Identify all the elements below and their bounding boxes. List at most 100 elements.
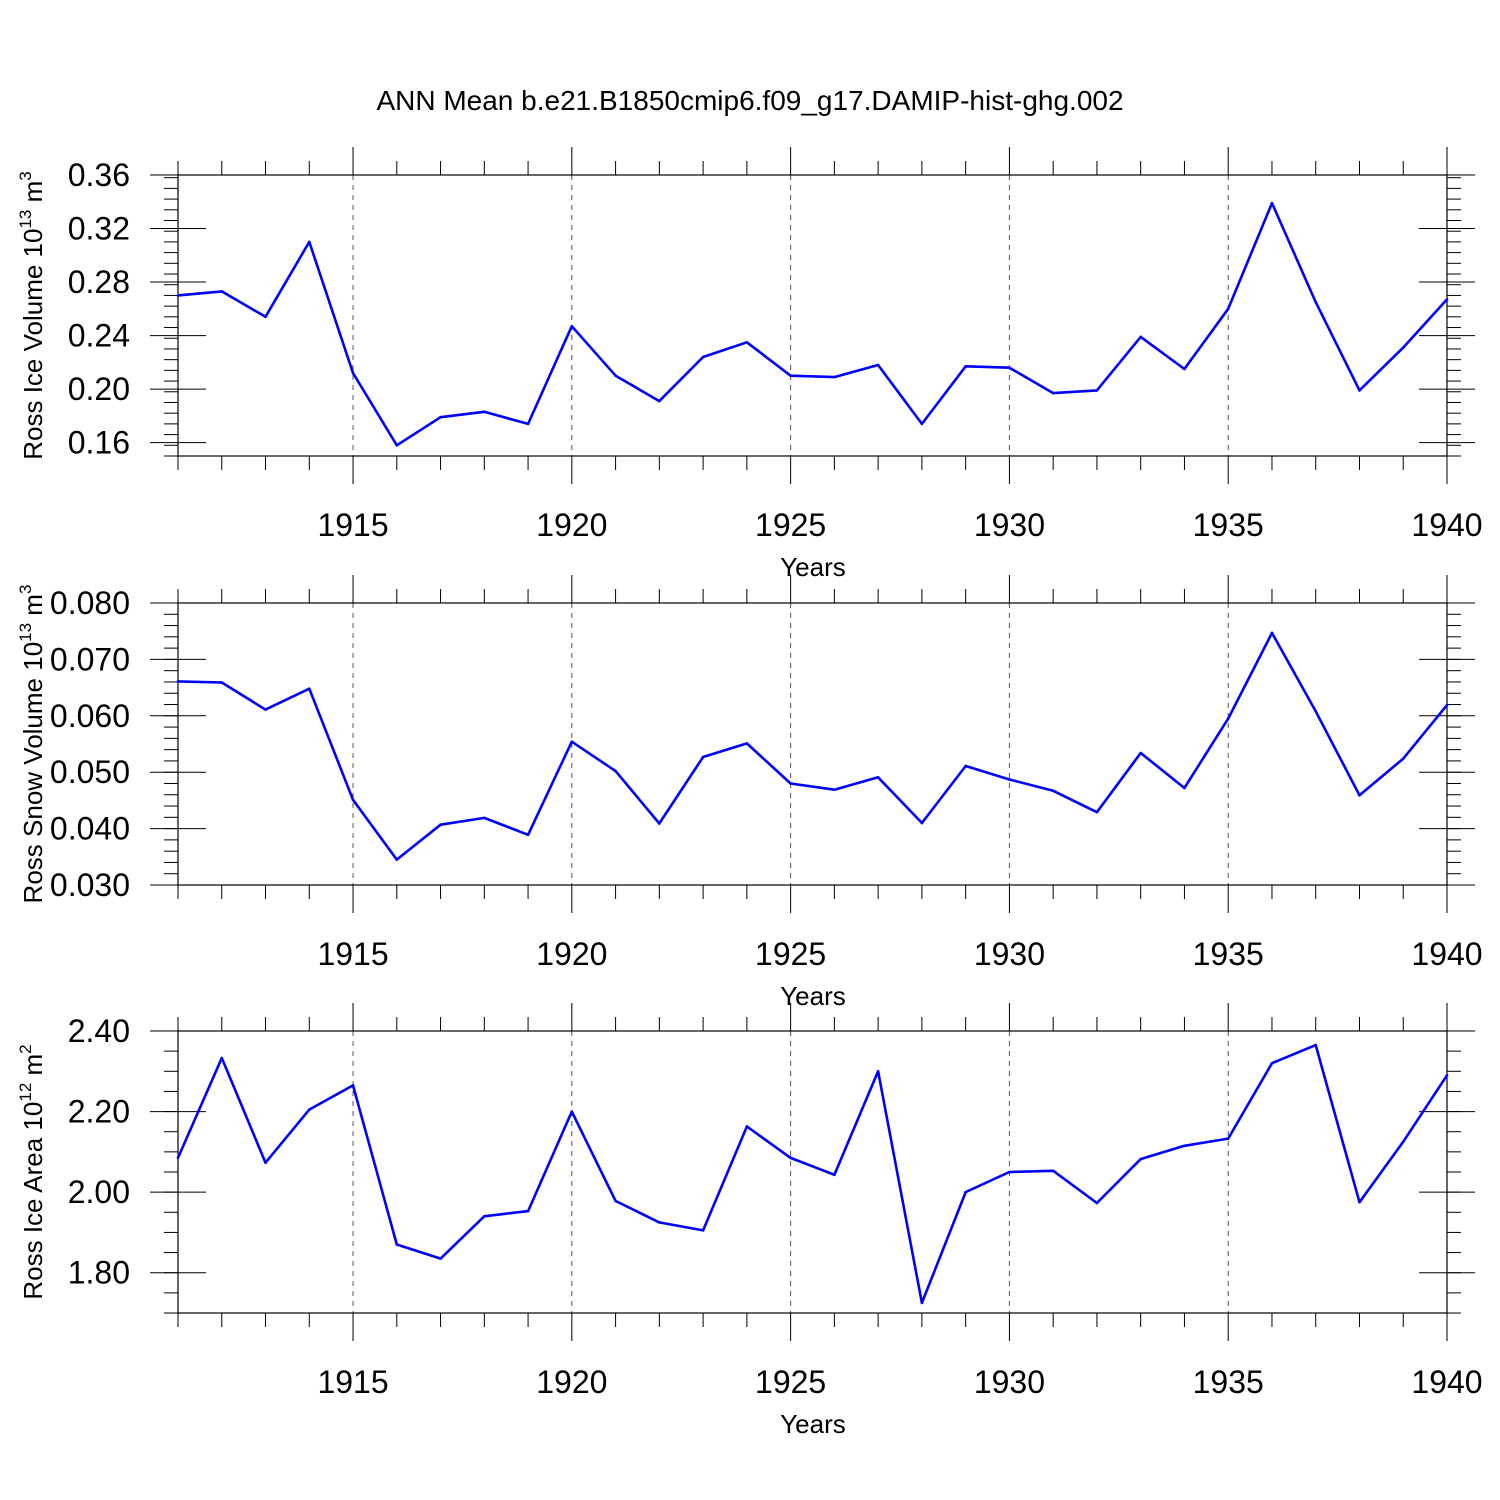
data-point-1938	[1358, 794, 1361, 797]
y-tick-label-2: 0.040	[50, 811, 130, 847]
data-point-1921	[614, 374, 617, 378]
data-point-1930	[1008, 366, 1011, 369]
data-point-1934	[1183, 786, 1186, 790]
x-axis-label: Years	[780, 981, 846, 1011]
y-axis-label-part: Ross Ice Volume 10	[18, 229, 48, 460]
data-point-1940	[1445, 298, 1449, 301]
data-point-1916	[395, 1243, 399, 1246]
data-point-1915	[351, 371, 355, 375]
y-axis-label-part: m	[18, 594, 48, 623]
x-axis-label: Years	[780, 1409, 846, 1439]
data-point-1936	[1270, 201, 1274, 205]
data-point-1922	[658, 822, 661, 825]
data-point-1926	[833, 788, 836, 791]
x-tick-label-1: 1915	[317, 507, 388, 543]
y-tick-label-4: 0.28	[68, 264, 130, 300]
figure-title: ANN Mean b.e21.B1850cmip6.f09_g17.DAMIP-…	[376, 85, 1123, 116]
data-point-1916	[395, 443, 399, 447]
y-tick-label-3: 2.20	[68, 1094, 130, 1130]
data-point-1927	[876, 775, 880, 779]
data-point-1939	[1401, 757, 1405, 760]
data-point-1940	[1445, 703, 1449, 707]
y-axis-label-part: m	[18, 181, 48, 210]
x-tick-label-6: 1940	[1411, 936, 1482, 972]
data-point-1918	[483, 1215, 486, 1218]
data-point-1923	[701, 755, 705, 759]
data-point-1931	[1051, 391, 1055, 395]
chart-panel-2: 0.030 0.040 0.050 0.060 0.070 0.080 1915 1920 19…	[16, 575, 1483, 1011]
y-axis-label: Ross Ice Volume 1013 m3	[16, 171, 48, 460]
data-point-1931	[1051, 1169, 1055, 1173]
data-point-1930	[1008, 778, 1011, 781]
x-tick-label-2: 1920	[536, 507, 607, 543]
data-point-1939	[1401, 1140, 1405, 1144]
data-point-1935	[1226, 717, 1230, 720]
y-axis-label-superscript: 2	[16, 1044, 35, 1053]
data-point-1913	[264, 315, 267, 319]
y-axis-label: Ross Snow Volume 1013 m3	[16, 585, 48, 904]
data-point-1916	[395, 858, 399, 861]
data-point-1919	[526, 422, 530, 426]
x-tick-label-3: 1925	[755, 936, 826, 972]
x-tick-label-4: 1930	[974, 936, 1045, 972]
data-point-1921	[614, 1199, 617, 1203]
data-point-1932	[1095, 1201, 1099, 1205]
data-point-1925	[789, 782, 792, 785]
data-point-1926	[833, 1173, 836, 1177]
data-point-1938	[1358, 389, 1361, 392]
data-point-1928	[920, 1301, 924, 1305]
data-point-1915	[351, 798, 355, 802]
data-point-1934	[1183, 367, 1186, 371]
data-point-1927	[876, 1069, 880, 1073]
data-point-1914	[307, 687, 311, 691]
y-tick-label-3: 0.050	[50, 754, 130, 790]
data-point-1931	[1051, 789, 1055, 793]
data-point-1912	[220, 1056, 224, 1060]
data-point-1917	[439, 823, 442, 826]
data-point-1913	[264, 1161, 267, 1165]
x-tick-label-4: 1930	[974, 507, 1045, 543]
data-point-1914	[307, 240, 311, 244]
y-axis-label-part: Ross Ice Area 10	[18, 1102, 48, 1300]
data-point-1929	[964, 1190, 967, 1194]
data-point-1929	[964, 365, 967, 368]
y-axis-label-part: Ross Snow Volume 10	[18, 642, 48, 904]
data-point-1940	[1445, 1074, 1449, 1077]
x-tick-label-1: 1915	[317, 936, 388, 972]
plot-frame	[177, 602, 1448, 886]
data-point-1918	[483, 410, 486, 414]
data-point-1936	[1270, 631, 1274, 635]
x-tick-label-3: 1925	[755, 507, 826, 543]
data-point-1932	[1095, 389, 1099, 392]
y-tick-label-2: 2.00	[68, 1174, 130, 1210]
data-point-1914	[307, 1108, 311, 1111]
x-tick-label-5: 1935	[1193, 507, 1264, 543]
x-tick-label-4: 1930	[974, 1364, 1045, 1400]
plot-frame	[177, 1030, 1448, 1314]
data-point-1925	[789, 1156, 792, 1160]
data-point-1930	[1008, 1170, 1011, 1174]
data-point-1912	[220, 290, 224, 293]
data-point-1937	[1314, 1043, 1318, 1047]
data-point-1911	[176, 1156, 180, 1160]
y-tick-label-3: 0.24	[68, 318, 130, 354]
data-point-1923	[701, 1229, 705, 1232]
data-point-1922	[658, 399, 661, 403]
y-axis-label: Ross Ice Area 1012 m2	[16, 1044, 48, 1299]
data-point-1928	[920, 422, 924, 426]
data-point-1911	[176, 680, 180, 683]
panels: 0.16 0.20 0.24 0.28 0.32 0.36 1915 1920 1925 1930…	[16, 147, 1483, 1439]
data-point-1927	[876, 363, 880, 367]
y-tick-label-1: 1.80	[68, 1255, 130, 1291]
data-point-1935	[1226, 307, 1230, 311]
data-point-1917	[439, 1257, 442, 1260]
chart-panel-1: 0.16 0.20 0.24 0.28 0.32 0.36 1915 1920 1925 1930…	[16, 147, 1483, 582]
data-point-1937	[1314, 709, 1318, 713]
y-tick-label-5: 0.32	[68, 211, 130, 247]
data-point-1918	[483, 816, 486, 820]
x-tick-label-5: 1935	[1193, 936, 1264, 972]
data-point-1915	[351, 1084, 355, 1087]
data-point-1935	[1226, 1137, 1230, 1140]
data-point-1938	[1358, 1200, 1361, 1204]
